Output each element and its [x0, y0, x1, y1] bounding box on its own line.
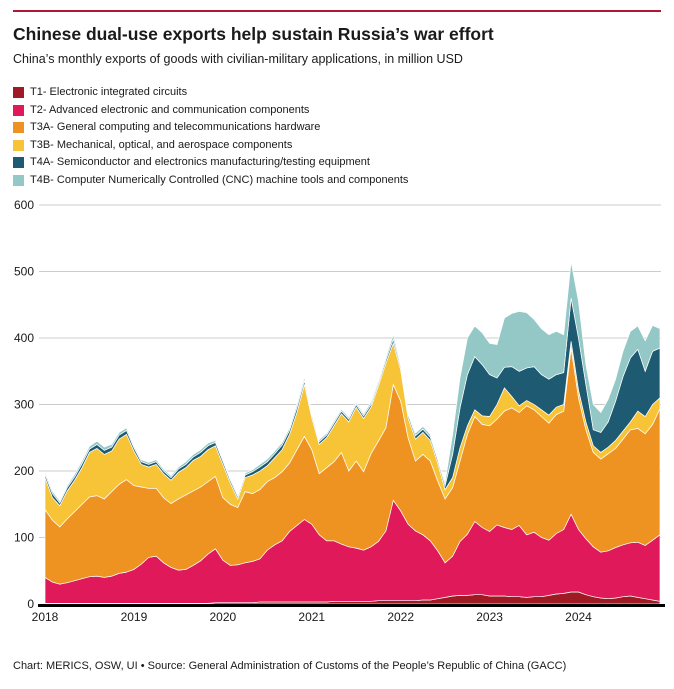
x-tick-label-2019: 2019: [121, 610, 148, 624]
source-note: Chart: MERICS, OSW, UI • Source: General…: [13, 660, 567, 672]
legend-swatch-t1: [13, 87, 24, 99]
legend-label: T4B- Computer Numerically Controlled (CN…: [30, 173, 409, 186]
x-tick-label-2024: 2024: [565, 610, 592, 624]
stacked-area-chart: 0 100 200 300 400 500 600 2018 2019 2020 2021 2022 2…: [0, 195, 674, 640]
legend-item-t2: T2- Advanced electronic and communicatio…: [13, 102, 408, 120]
x-tick-label-2020: 2020: [209, 610, 236, 624]
area-series-t4b: [44, 261, 661, 504]
legend-item-t4a: T4A- Semiconductor and electronics manuf…: [13, 154, 408, 172]
legend-item-t4b: T4B- Computer Numerically Controlled (CN…: [13, 172, 408, 190]
legend-label: T3A- General computing and telecommunica…: [30, 121, 321, 134]
legend-label: T3B- Mechanical, optical, and aerospace …: [30, 138, 293, 151]
legend-swatch-t4b: [13, 174, 24, 186]
legend-swatch-t3a: [13, 122, 24, 134]
legend: T1- Electronic integrated circuits T2- Ad…: [13, 84, 408, 189]
legend-swatch-t2: [13, 104, 24, 116]
legend-label: T4A- Semiconductor and electronics manuf…: [30, 156, 370, 169]
y-tick-label-600: 600: [14, 198, 34, 212]
y-tick-label-300: 300: [14, 398, 34, 412]
chart-subtitle: China’s monthly exports of goods with ci…: [13, 52, 463, 66]
legend-item-t3a: T3A- General computing and telecommunica…: [13, 119, 408, 137]
legend-label: T1- Electronic integrated circuits: [30, 86, 188, 99]
x-tick-label-2018: 2018: [32, 610, 59, 624]
legend-item-t3b: T3B- Mechanical, optical, and aerospace …: [13, 137, 408, 155]
x-axis-line: [38, 604, 665, 607]
x-tick-label-2021: 2021: [298, 610, 325, 624]
chart-title: Chinese dual-use exports help sustain Ru…: [13, 24, 494, 44]
chart-canvas: 0 100 200 300 400 500 600 2018 2019 2020 2021 2022 2…: [14, 198, 665, 624]
legend-swatch-t3b: [13, 139, 24, 151]
legend-item-t1: T1- Electronic integrated circuits: [13, 84, 408, 102]
y-tick-label-100: 100: [14, 531, 34, 545]
y-tick-label-500: 500: [14, 265, 34, 279]
y-tick-label-200: 200: [14, 464, 34, 478]
x-tick-label-2022: 2022: [387, 610, 414, 624]
y-tick-label-0: 0: [27, 597, 34, 611]
legend-label: T2- Advanced electronic and communicatio…: [30, 103, 310, 116]
legend-swatch-t4a: [13, 157, 24, 169]
brand-rule: [13, 10, 661, 12]
y-tick-label-400: 400: [14, 331, 34, 345]
x-tick-label-2023: 2023: [476, 610, 503, 624]
